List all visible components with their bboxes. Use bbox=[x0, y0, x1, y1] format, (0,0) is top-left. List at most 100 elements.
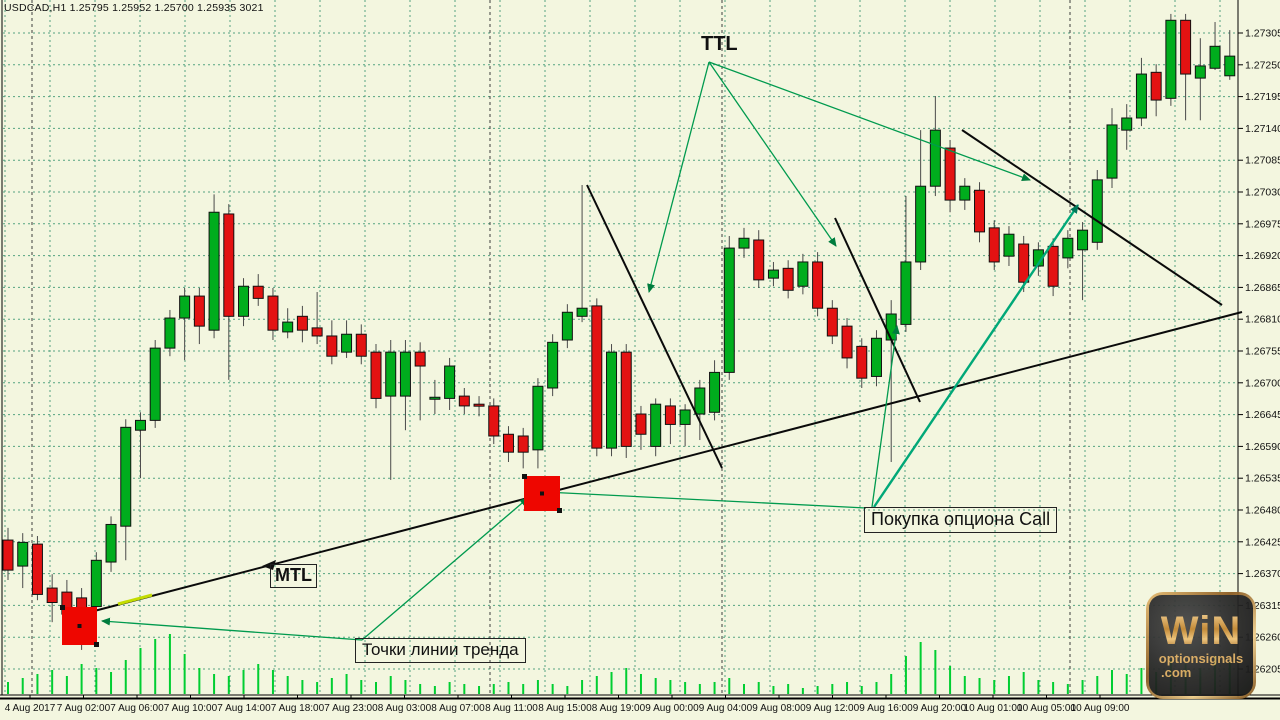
ttl-line-3[interactable] bbox=[961, 129, 1223, 306]
candle bbox=[267, 295, 279, 331]
trend-point-markers[interactable] bbox=[60, 474, 562, 647]
logo-title: WiN bbox=[1160, 609, 1242, 653]
candle bbox=[738, 237, 750, 249]
time-tick-label: 7 Aug 18:00 bbox=[271, 703, 325, 714]
trendline-points-label[interactable]: Точки линии тренда bbox=[355, 638, 526, 663]
candle bbox=[134, 419, 146, 431]
buy-call-option-label[interactable]: Покупка опциона Call bbox=[864, 507, 1058, 533]
time-tick-label: 7 Aug 02:00 bbox=[57, 703, 111, 714]
candle bbox=[620, 351, 632, 447]
annotation-arrow-line[interactable] bbox=[873, 204, 1079, 508]
price-tick-label: 1.26920 bbox=[1245, 250, 1280, 262]
candle bbox=[444, 365, 456, 399]
win-optionsignals-logo: WiN optionsignals .com bbox=[1146, 592, 1256, 699]
price-tick-label: 1.26700 bbox=[1245, 377, 1280, 389]
candle bbox=[296, 315, 308, 331]
candle bbox=[826, 307, 838, 337]
price-scale[interactable]: 1.27305 1.27250 1.27195 1.27140 1.27085 1.270… bbox=[1238, 28, 1280, 676]
time-scale[interactable]: 4 Aug 2017 7 Aug 02:00 7 Aug 06:00 7 Aug 10… bbox=[5, 695, 1130, 714]
candle bbox=[429, 396, 441, 400]
candle bbox=[915, 185, 927, 263]
candle bbox=[767, 269, 779, 279]
price-tick-label: 1.26645 bbox=[1245, 409, 1280, 421]
candle bbox=[149, 347, 161, 421]
price-tick-label: 1.26480 bbox=[1245, 505, 1280, 517]
candle bbox=[959, 185, 971, 201]
price-tick-label: 1.26370 bbox=[1245, 568, 1280, 580]
annotation-arrow-line[interactable] bbox=[708, 61, 837, 247]
time-tick-label: 10 Aug 09:00 bbox=[1071, 703, 1130, 714]
candle bbox=[105, 523, 117, 563]
time-tick-label: 4 Aug 2017 bbox=[5, 703, 56, 714]
candle bbox=[753, 239, 765, 281]
price-tick-label: 1.26425 bbox=[1245, 536, 1280, 548]
candle bbox=[974, 189, 986, 233]
annotation-arrow-line[interactable] bbox=[708, 61, 1031, 181]
price-tick-label: 1.26755 bbox=[1245, 346, 1280, 358]
time-tick-label: 9 Aug 00:00 bbox=[645, 703, 699, 714]
candle bbox=[502, 433, 514, 453]
time-tick-label: 8 Aug 07:00 bbox=[431, 703, 485, 714]
ttl-line-2[interactable] bbox=[834, 217, 921, 403]
candle bbox=[90, 559, 102, 608]
annotation-arrow-line[interactable] bbox=[647, 61, 710, 293]
annotation-connectors[interactable] bbox=[101, 61, 1079, 641]
candle bbox=[856, 345, 868, 379]
mtl-trendline-label[interactable]: MTL bbox=[270, 564, 317, 588]
time-tick-label: 10 Aug 05:00 bbox=[1017, 703, 1076, 714]
annotation-arrow-line[interactable] bbox=[544, 491, 867, 509]
annotation-arrow-line[interactable] bbox=[101, 617, 363, 641]
candle bbox=[929, 129, 941, 187]
candle bbox=[723, 247, 735, 373]
price-tick-label: 1.27085 bbox=[1245, 155, 1280, 167]
price-tick-label: 1.27030 bbox=[1245, 187, 1280, 199]
candle bbox=[164, 317, 176, 349]
ohlc-header: USDCAD,H1 1.25795 1.25952 1.25700 1.2593… bbox=[4, 2, 264, 14]
candle bbox=[870, 337, 882, 377]
candle bbox=[547, 341, 559, 389]
time-tick-label: 9 Aug 12:00 bbox=[806, 703, 860, 714]
annotation-arrow-line[interactable] bbox=[871, 325, 900, 508]
ttl-trendline-label[interactable]: TTL bbox=[701, 33, 738, 55]
candle bbox=[782, 267, 794, 291]
candle bbox=[1194, 65, 1206, 79]
candle bbox=[797, 261, 809, 287]
candle bbox=[576, 307, 588, 317]
candle bbox=[46, 587, 58, 604]
price-tick-label: 1.26535 bbox=[1245, 473, 1280, 485]
candle bbox=[812, 261, 824, 309]
trendline-highlight-segment bbox=[117, 593, 153, 606]
candle bbox=[282, 321, 294, 333]
candle bbox=[414, 351, 426, 367]
candle bbox=[179, 295, 191, 319]
time-tick-label: 7 Aug 23:00 bbox=[324, 703, 378, 714]
price-tick-label: 1.26810 bbox=[1245, 314, 1280, 326]
time-tick-label: 8 Aug 03:00 bbox=[378, 703, 432, 714]
candle bbox=[473, 403, 485, 407]
price-tick-label: 1.26865 bbox=[1245, 282, 1280, 294]
candle bbox=[193, 295, 205, 327]
candle bbox=[1224, 55, 1236, 77]
time-tick-label: 8 Aug 15:00 bbox=[538, 703, 592, 714]
candle bbox=[1106, 124, 1118, 179]
candle bbox=[2, 539, 14, 571]
candle bbox=[1091, 179, 1103, 243]
candle bbox=[1018, 243, 1030, 283]
candle bbox=[944, 147, 956, 201]
annotation-arrow-line[interactable] bbox=[361, 497, 529, 641]
trendlines-layer[interactable] bbox=[74, 129, 1243, 617]
candle bbox=[326, 335, 338, 357]
candle bbox=[561, 311, 573, 341]
candle bbox=[1165, 19, 1177, 99]
candle bbox=[1180, 19, 1192, 75]
time-tick-label: 9 Aug 08:00 bbox=[752, 703, 806, 714]
candle bbox=[1003, 233, 1015, 257]
candle bbox=[458, 395, 470, 407]
candle bbox=[709, 371, 721, 413]
candle bbox=[591, 305, 603, 449]
candle bbox=[517, 435, 529, 453]
ttl-line-1[interactable] bbox=[586, 184, 723, 469]
